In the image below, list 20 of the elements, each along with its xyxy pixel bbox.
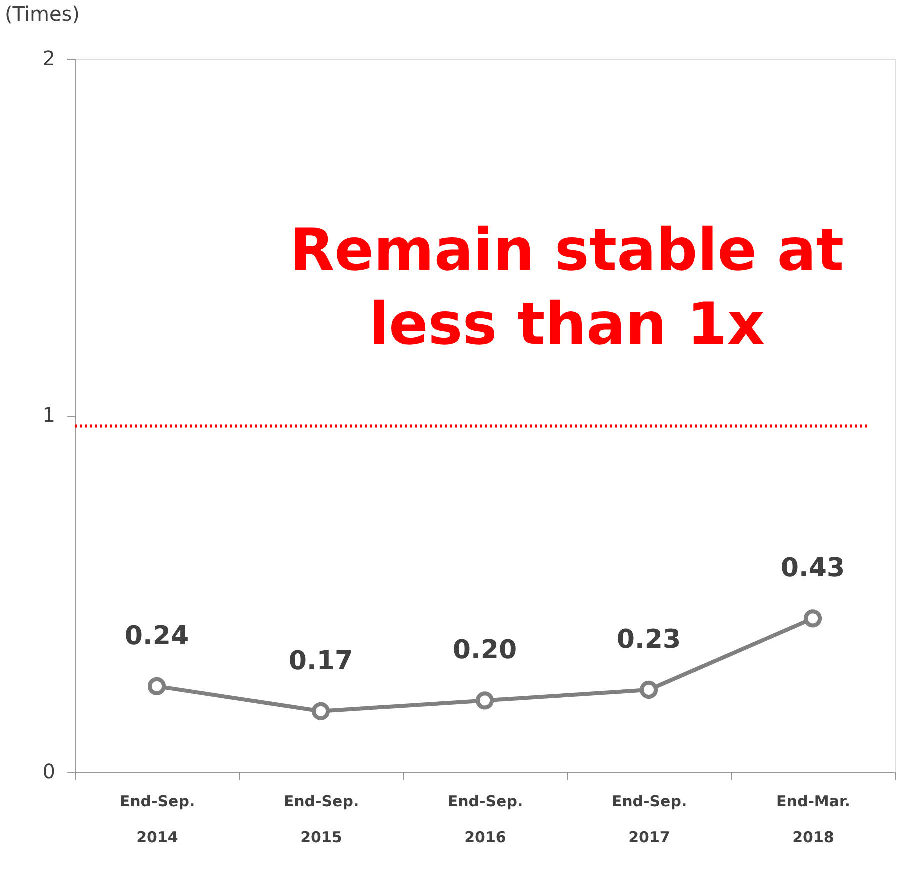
text: 0.17 [288, 646, 354, 676]
annotation: Remain stable at less than 1x [290, 216, 844, 358]
point [804, 610, 822, 628]
category-label: End-Sep. 2016 [448, 792, 524, 846]
text: 0.20 [452, 636, 518, 666]
category-label: End-Sep. 2014 [120, 792, 196, 846]
y-axis-title: (Times) [5, 2, 80, 26]
category-label: End-Sep. 2017 [612, 792, 688, 846]
text: 0.23 [616, 625, 682, 656]
y-tick-label: 0 [42, 760, 56, 784]
y-tick-label: 1 [42, 403, 56, 427]
y-tick-label: 2 [42, 46, 56, 70]
category-label: End-Mar. 2018 [776, 792, 850, 846]
point [476, 692, 494, 710]
point [640, 680, 658, 700]
category-label: End-Sep. 2015 [284, 792, 360, 846]
point [148, 677, 166, 696]
text: 0.43 [780, 554, 846, 584]
text: 0.24 [124, 621, 190, 652]
point [312, 702, 330, 720]
